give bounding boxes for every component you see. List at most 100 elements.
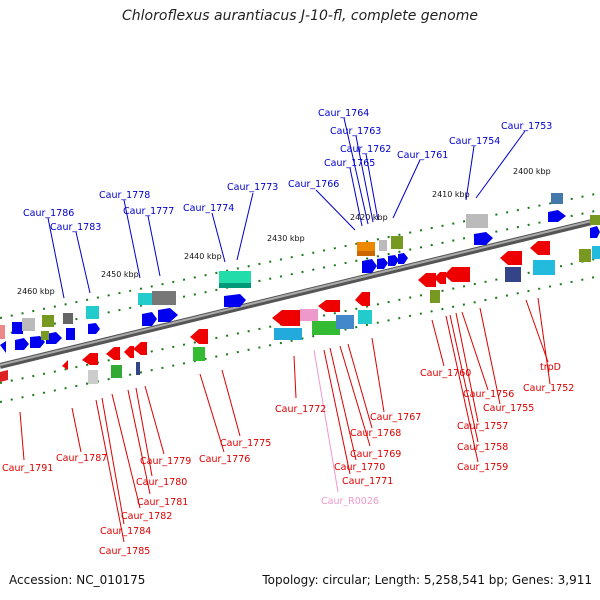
gene-arrow [388,255,399,266]
gene-label[interactable]: Caur_1754 [449,136,500,147]
gene-arrow [590,226,600,238]
gene-label[interactable]: Caur_1779 [140,456,191,467]
gene-arrow [474,232,493,245]
gene-label[interactable]: Caur_1774 [183,203,234,214]
gene-label[interactable]: Caur_1786 [23,208,74,219]
gene-label[interactable]: Caur_1783 [50,222,101,233]
scale-tick: 2420 kbp [350,213,388,222]
gene-block [590,215,600,225]
gene-label[interactable]: Caur_1777 [123,206,174,217]
gene-label[interactable]: Caur_1767 [370,412,421,423]
forward-genes[interactable] [0,193,600,353]
gene-label[interactable]: Caur_1763 [330,126,381,137]
gene-arrow [66,328,75,340]
genome-backbone [0,217,600,369]
gene-label[interactable]: Caur_1770 [334,462,385,473]
gene-arrow [0,370,8,382]
gene-arrow [318,300,340,312]
gene-label[interactable]: Caur_1762 [340,144,391,155]
gene-label[interactable]: Caur_1769 [350,449,401,460]
gene-label[interactable]: Caur_1752 [523,383,574,394]
gene-label[interactable]: Caur_1778 [99,190,150,201]
gene-block [86,306,99,319]
gene-label[interactable]: Caur_1781 [137,497,188,508]
gene-arrow [272,310,300,326]
gene-block [300,309,318,321]
gene-block [0,325,5,339]
gene-arrow [46,332,62,344]
scale-tick: 2400 kbp [513,167,551,176]
gene-label[interactable]: Caur_1775 [220,438,271,449]
reverse-labels: Caur_1791 Caur_1787 Caur_1785 Caur_1784 … [2,362,574,557]
gene-arrow [82,353,98,365]
gene-arrow [434,272,446,284]
gene-arrow [377,258,388,269]
gene-arrow [133,342,147,355]
gene-block [42,315,54,327]
gene-arrow [530,241,550,255]
forward-labels: Caur_1786 Caur_1783 Caur_1778 Caur_1777 … [23,108,552,233]
gene-label[interactable]: Caur_1784 [100,526,151,537]
gene-label[interactable]: Caur_1759 [457,462,508,473]
gene-block [88,370,98,384]
gene-block [193,347,205,361]
scale-tick: 2410 kbp [432,190,470,199]
gene-block [336,315,354,329]
gene-label[interactable]: Caur_1771 [342,476,393,487]
gene-label[interactable]: Caur_1773 [227,182,278,193]
gene-label[interactable]: Caur_1758 [457,442,508,453]
gene-label[interactable]: Caur_1791 [2,463,53,474]
gene-label[interactable]: Caur_1756 [463,389,514,400]
gene-block [219,271,251,284]
rna-leader [313,349,339,493]
gene-arrow [158,308,178,322]
topology-text: Topology: circular; Length: 5,258,541 bp… [262,573,592,587]
gene-label[interactable]: trpD [540,362,561,373]
rna-label[interactable]: Caur_R0026 [321,496,379,507]
gene-block [22,318,35,331]
reverse-genes[interactable] [0,241,600,384]
gene-arrow [12,322,23,334]
gene-label[interactable]: Caur_1768 [350,428,401,439]
gene-arrow [398,253,408,264]
gene-arrow [418,273,436,287]
gene-label[interactable]: Caur_1765 [324,158,375,169]
gene-label[interactable]: Caur_1757 [457,421,508,432]
gene-arrow [355,292,370,306]
gene-label[interactable]: Caur_1787 [56,453,107,464]
gene-arrow [106,347,120,360]
gene-label[interactable]: Caur_1785 [99,546,150,557]
gene-arrow [362,259,377,273]
accession-text: Accession: NC_010175 [9,573,146,587]
gene-block [430,290,440,303]
gene-arrow [500,251,522,265]
gene-label[interactable]: Caur_1760 [420,368,471,379]
gene-arrow [224,294,246,307]
gene-label[interactable]: Caur_1753 [501,121,552,132]
gene-label[interactable]: Caur_1755 [483,403,534,414]
forward-leaders [47,117,526,299]
gene-block [138,293,154,305]
scale-tick: 2440 kbp [184,252,222,261]
gene-block [357,251,375,256]
gene-arrow [142,312,157,326]
gene-block [592,246,600,259]
gene-block [219,283,251,288]
gene-label[interactable]: Caur_1776 [199,454,250,465]
gene-label[interactable]: Caur_1782 [121,511,172,522]
map-title: Chloroflexus aurantiacus J-10-fl, comple… [122,8,478,24]
gene-block [391,236,403,249]
gene-arrow [62,360,68,370]
gene-block [312,321,340,335]
gene-block [41,331,49,340]
gene-label[interactable]: Caur_1772 [275,404,326,415]
gene-label[interactable]: Caur_1761 [397,150,448,161]
gene-label[interactable]: Caur_1780 [136,477,187,488]
gene-block [111,365,122,378]
gene-block [551,193,563,204]
gene-block [274,328,302,340]
gene-label[interactable]: Caur_1764 [318,108,369,119]
gene-block [63,313,73,324]
gene-label[interactable]: Caur_1766 [288,179,339,190]
